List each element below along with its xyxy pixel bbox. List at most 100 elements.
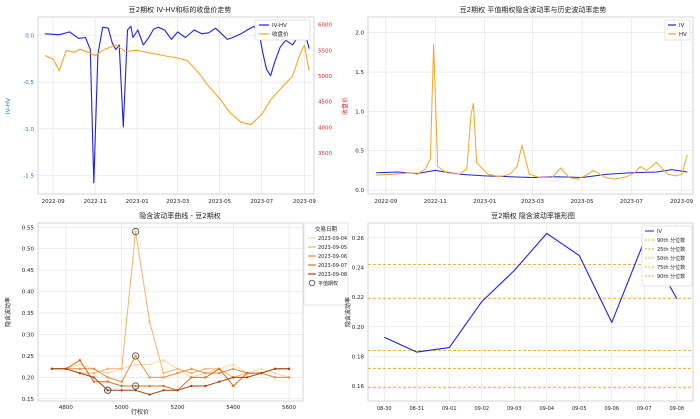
panel4-y-label: 隐含波动率 [344, 297, 352, 327]
smile-point [204, 384, 207, 388]
legend-label: 2023-09-04 [318, 236, 347, 242]
smile-point [148, 320, 151, 323]
smile-point [106, 376, 109, 379]
x-tick-label: 08-30 [377, 406, 392, 412]
iv-cone-line [384, 232, 678, 353]
smile-point [92, 371, 95, 375]
x-tick-label: 5000 [115, 405, 129, 411]
y-tick-label: 5000 [318, 74, 332, 80]
smile-point [287, 367, 291, 371]
legend-label: 90th 分位数 [657, 273, 685, 280]
smile-point [176, 367, 179, 371]
y-tick-label: 0.20 [352, 325, 365, 331]
panel2-legend-label-iv: IV [679, 23, 685, 29]
smile-line-2023-09-07 [51, 359, 290, 391]
smile-point [190, 384, 193, 388]
y-tick-label: 6000 [318, 23, 332, 29]
x-tick-label: 09-04 [539, 406, 554, 412]
smile-point [218, 371, 221, 375]
panel-iv-cone: 豆2期权 隐含波动率锥形图 08-30 08-31 09-01 09-02 09-03 0… [344, 211, 694, 412]
y-tick-label: 3500 [318, 151, 332, 157]
series-line-hv [376, 44, 688, 180]
legend-label: 75th 分位数 [657, 264, 685, 271]
smile-point [78, 359, 82, 362]
y-tick-label: 0.26 [352, 236, 365, 242]
smile-point [134, 354, 137, 358]
series-line-close-price [44, 44, 310, 126]
panel4-grid [368, 223, 693, 401]
panel3-plot-area [37, 222, 304, 402]
panel3-x-ticks: 4800 5000 5200 5400 5600 [59, 405, 297, 411]
smile-point [120, 384, 123, 388]
smile-point [162, 371, 165, 375]
y-tick-label: 0.50 [22, 247, 35, 253]
panel-iv-smile: 隐含波动率曲线 - 豆2期权 4800 5000 5200 5400 5600 0.55… [4, 211, 349, 416]
panel3-grid [38, 223, 303, 401]
smile-point [134, 230, 137, 233]
x-tick-label: 5600 [282, 405, 296, 411]
panel1-right-y-ticks: 6000 5500 5000 4500 4000 3500 [318, 23, 332, 157]
panel3-legend-box [303, 222, 349, 306]
panel3-y-ticks: 0.55 0.50 0.45 0.40 0.35 0.30 0.25 0.20 0.15 [22, 225, 35, 403]
x-tick-label: 09-03 [507, 406, 522, 412]
panel1-right-y-label: 收盘价 [341, 97, 349, 115]
smile-point [190, 371, 193, 375]
atm-marker [131, 352, 140, 360]
x-tick-label: 09-02 [474, 406, 489, 412]
legend-label: 50th 分位数 [657, 255, 685, 262]
smile-point [92, 380, 95, 383]
panel2-grid [368, 17, 693, 194]
smile-point [134, 363, 137, 366]
panel2-x-ticks: 2022-09 2022-11 2023-01 2023-03 2023-05 2023-… [374, 199, 693, 205]
legend-label-atm: 平值期权 [318, 280, 338, 287]
panel4-lines [368, 232, 693, 389]
panel2-legend: IV HV [664, 19, 691, 41]
smile-point [246, 376, 249, 379]
smile-point [162, 384, 165, 388]
smile-point [120, 380, 123, 383]
x-tick-label: 2023-03 [166, 199, 189, 205]
smile-point [273, 376, 277, 379]
smile-point [78, 371, 82, 375]
y-tick-label: -0.5 [23, 80, 34, 86]
smile-point [92, 367, 95, 371]
x-tick-label: 08-31 [409, 406, 424, 412]
y-tick-label: 5500 [318, 48, 332, 54]
smile-point [162, 376, 165, 379]
y-tick-label: 0.22 [352, 295, 364, 301]
panel-iv-hv-close: 豆2期权 IV-HV和标的收盘价走势 2022-09 2022-11 2023-01… [5, 5, 349, 205]
y-tick-label: 0.35 [22, 311, 35, 317]
smile-point [134, 384, 137, 388]
panel4-title: 豆2期权 隐含波动率锥形图 [491, 211, 575, 220]
smile-point [218, 380, 221, 383]
smile-point [232, 376, 235, 379]
series-line-iv-hv [44, 25, 310, 184]
x-tick-label: 09-01 [442, 406, 457, 412]
smile-point [120, 389, 123, 392]
smile-point [106, 380, 109, 383]
panel1-x-ticks: 2022-09 2022-11 2023-01 2023-03 2023-05 2023-… [42, 199, 317, 205]
panel2-y-ticks: 2.0 1.5 1.0 0.5 0.0 [355, 31, 364, 194]
panel2-plot-area [367, 16, 694, 195]
smile-point [162, 389, 165, 392]
smile-point [106, 367, 109, 371]
smile-point [204, 371, 207, 375]
smile-point [92, 376, 95, 379]
x-tick-label: 09-08 [669, 406, 684, 412]
panel3-lines [50, 227, 291, 396]
smile-point [190, 367, 193, 371]
panel3-title: 隐含波动率曲线 - 豆2期权 [139, 211, 220, 220]
legend-label: 2023-09-08 [318, 272, 347, 278]
smile-point [204, 376, 207, 379]
x-tick-label: 2023-05 [208, 199, 231, 205]
panel4-y-ticks: 0.26 0.24 0.22 0.20 0.18 0.16 [352, 236, 365, 390]
y-tick-label: -1.5 [23, 173, 34, 179]
x-tick-label: 09-05 [572, 406, 587, 412]
y-tick-label: 0.30 [22, 333, 35, 339]
smile-point [287, 376, 291, 379]
panel1-left-y-ticks: 0.0 -0.5 -1.0 -1.5 [23, 34, 34, 180]
x-tick-label: 09-07 [637, 406, 652, 412]
legend-label: 2023-09-07 [318, 263, 347, 269]
smile-line-2023-09-08 [51, 368, 290, 396]
